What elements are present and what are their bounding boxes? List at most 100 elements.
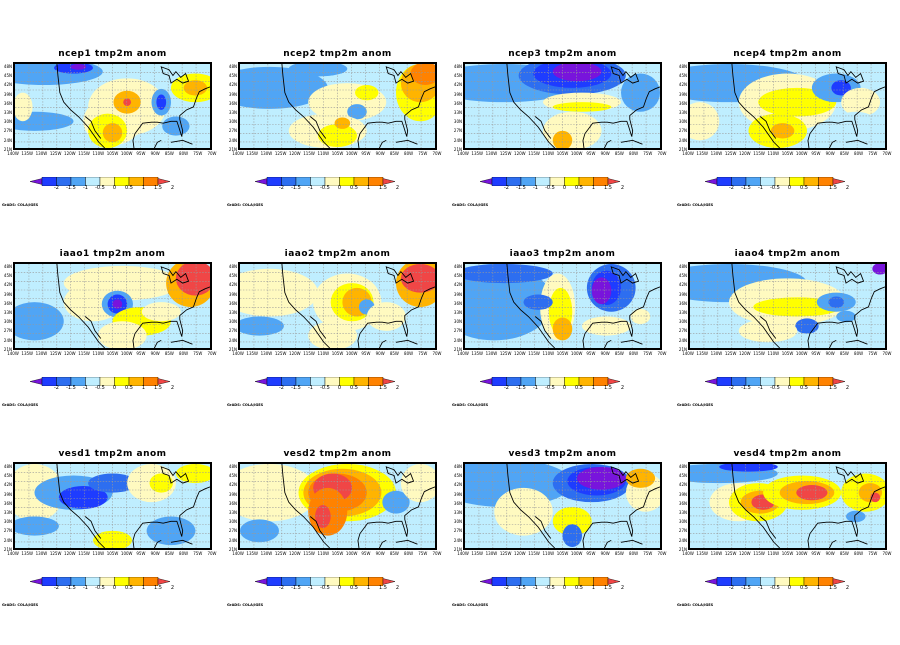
panel-title: vesd4 tmp2m anom (733, 449, 842, 459)
colorbar-high-triangle (832, 578, 846, 585)
colorbar-high-triangle (832, 378, 846, 385)
y-tick-label: 27N (678, 328, 687, 334)
colorbar-label: -0.5 (320, 385, 330, 391)
x-tick-label: 70W (882, 151, 892, 156)
x-tick-label: 105W (556, 151, 569, 156)
y-tick-label: 39N (3, 491, 12, 497)
anomaly-map (463, 462, 662, 550)
y-tick-label: 24N (228, 537, 237, 543)
x-tick-label: 115W (78, 351, 90, 356)
grads-footer: GrADS: COLA/IGES (452, 603, 489, 607)
y-tick-label: 27N (3, 528, 12, 534)
x-tick-label: 75W (418, 551, 428, 556)
coastline (845, 539, 868, 545)
y-tick-label: 48N (678, 464, 687, 469)
coastline (56, 64, 106, 148)
coastline (759, 116, 777, 139)
colorbar-label: 1.5 (154, 585, 162, 591)
x-tick-label: 100W (120, 551, 133, 556)
anomaly-region (400, 464, 435, 503)
panel-title: ncep4 tmp2m anom (733, 49, 842, 59)
x-tick-label: 70W (657, 351, 667, 356)
y-tick-label: 39N (3, 291, 12, 297)
x-tick-label: 135W (21, 351, 33, 356)
anomaly-region (792, 511, 842, 531)
grads-footer: GrADS: COLA/IGES (677, 603, 714, 607)
x-tick-label: 125W (49, 151, 62, 156)
colorbar-high-triangle (832, 178, 846, 185)
y-tick-label: 42N (453, 282, 462, 288)
x-tick-label: 120W (289, 151, 301, 156)
coastline (281, 464, 331, 548)
colorbar-label: 1.5 (829, 585, 837, 591)
x-tick-label: 95W (811, 551, 821, 556)
y-tick-label: 36N (678, 500, 687, 506)
coastline (154, 339, 162, 348)
x-tick-label: 95W (586, 551, 596, 556)
anomaly-region (465, 264, 553, 284)
coastline (395, 139, 418, 145)
x-tick-label: 135W (246, 351, 258, 356)
x-tick-label: 100W (345, 551, 358, 556)
colorbar-low-triangle (705, 178, 718, 185)
x-tick-label: 80W (629, 151, 639, 156)
x-tick-label: 100W (570, 551, 583, 556)
y-tick-label: 39N (678, 291, 687, 297)
colorbar-label: -0.5 (95, 585, 105, 591)
x-tick-label: 85W (839, 351, 849, 356)
x-tick-label: 80W (629, 551, 639, 556)
colorbar-label: -1.5 (741, 385, 751, 391)
y-tick-label: 21N (228, 546, 237, 552)
x-tick-label: 105W (781, 351, 794, 356)
panel-title: iaao4 tmp2m anom (734, 249, 841, 259)
anomaly-region (141, 302, 181, 322)
colorbar-label: 0 (112, 385, 117, 391)
x-tick-label: 140W (232, 351, 244, 356)
y-tick-label: 45N (228, 273, 237, 279)
x-tick-label: 95W (136, 151, 146, 156)
coastline (385, 466, 415, 484)
colorbar-label: 1 (591, 585, 596, 591)
map-panel: iaao4 tmp2m anom 48N 45N 42N 39N 36N 33N 30N 27N… (675, 245, 900, 445)
anomaly-region (770, 123, 795, 139)
x-tick-label: 95W (586, 351, 596, 356)
x-tick-label: 130W (260, 351, 273, 356)
colorbar-label: -1 (758, 385, 763, 391)
coastline (582, 86, 660, 148)
anomaly-region (15, 92, 33, 122)
coastline (56, 464, 106, 548)
x-tick-label: 75W (418, 151, 428, 156)
y-tick-label: 27N (3, 128, 12, 134)
colorbar-label: -1 (83, 185, 88, 191)
coastline (534, 316, 552, 339)
x-tick-label: 130W (710, 551, 723, 556)
colorbar-high-triangle (157, 578, 171, 585)
y-tick-label: 36N (228, 300, 237, 306)
x-tick-label: 130W (485, 351, 498, 356)
x-tick-label: 85W (614, 351, 624, 356)
x-tick-label: 110W (767, 551, 780, 556)
x-tick-label: 70W (207, 351, 217, 356)
x-tick-label: 70W (882, 551, 892, 556)
y-tick-label: 33N (3, 310, 12, 315)
x-tick-label: 120W (514, 351, 526, 356)
colorbar-label: 1 (816, 185, 821, 191)
y-tick-label: 42N (3, 282, 12, 288)
coastline (835, 466, 865, 484)
map-panel: ncep3 tmp2m anom 48N 45N 42N 39N 36N 33N 30N 27N… (450, 45, 675, 245)
y-tick-label: 21N (678, 346, 687, 352)
y-tick-label: 36N (228, 100, 237, 106)
x-tick-label: 130W (260, 551, 273, 556)
x-tick-label: 100W (795, 551, 808, 556)
x-tick-label: 135W (696, 351, 708, 356)
x-tick-label: 120W (514, 551, 526, 556)
x-tick-label: 75W (193, 351, 203, 356)
x-tick-label: 95W (136, 351, 146, 356)
y-tick-label: 36N (678, 300, 687, 306)
x-tick-label: 75W (643, 351, 653, 356)
map-panel: iaao1 tmp2m anom 48N 45N 42N 39N 36N 33N 30N 27N… (0, 245, 225, 445)
colorbar-label: 1 (141, 185, 146, 191)
coastline (835, 66, 865, 84)
coastline (385, 266, 415, 284)
anomaly-region (70, 64, 87, 70)
